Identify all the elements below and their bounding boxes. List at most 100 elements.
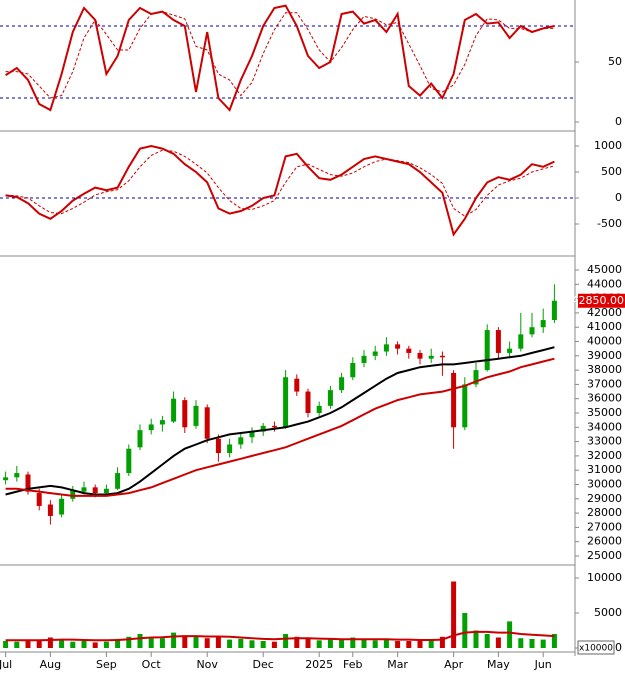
y-tick-label: 10000 <box>587 571 622 584</box>
volume-bar <box>14 641 20 649</box>
series-line <box>5 357 555 497</box>
x-tick-label: Nov <box>196 658 218 671</box>
volume-bar <box>305 638 311 649</box>
candle-body <box>372 351 378 356</box>
volume-bar <box>103 641 109 649</box>
x-tick-label: Feb <box>343 658 362 671</box>
candle-body <box>260 425 266 432</box>
candle-body <box>204 407 210 439</box>
candle-body <box>249 431 255 438</box>
volume-bar <box>148 637 154 649</box>
y-tick-label: 45000 <box>587 263 622 276</box>
candle-body <box>339 377 345 391</box>
series-line <box>5 630 555 642</box>
y-tick-label: 30000 <box>587 477 622 490</box>
volume-bar <box>383 638 389 649</box>
volume-bar <box>260 641 266 649</box>
y-tick-label: 44000 <box>587 277 622 290</box>
volume-bar <box>283 634 289 649</box>
candle-body <box>36 493 42 506</box>
y-tick-label: 0 <box>615 641 622 654</box>
x-tick-label: Apr <box>444 658 464 671</box>
candle-body <box>159 420 165 425</box>
candle-body <box>115 473 121 489</box>
y-tick-label: 36000 <box>587 392 622 405</box>
unit-box <box>577 640 615 655</box>
y-tick-label: 40000 <box>587 335 622 348</box>
candle-body <box>25 474 31 492</box>
volume-bar <box>484 634 490 649</box>
y-tick-label: 26000 <box>587 535 622 548</box>
y-tick-label: 28000 <box>587 506 622 519</box>
candle-body <box>171 398 177 422</box>
volume-bar <box>137 634 143 649</box>
candle-body <box>305 391 311 414</box>
candle-body <box>462 384 468 428</box>
volume-bar <box>159 638 165 649</box>
candle-body <box>283 377 289 428</box>
volume-bar <box>462 613 468 649</box>
candle-body <box>137 430 143 448</box>
volume-bar <box>271 641 277 649</box>
y-tick-label: 42000 <box>587 306 622 319</box>
candle-body <box>316 405 322 414</box>
volume-bar <box>417 639 423 649</box>
volume-bar <box>47 637 53 649</box>
candle-body <box>350 362 356 378</box>
candle-body <box>540 320 546 328</box>
candle-body <box>59 498 65 515</box>
series-line <box>5 11 555 99</box>
volume-bar <box>115 638 121 649</box>
volume-bar <box>529 638 535 649</box>
volume-bar <box>406 641 412 649</box>
y-tick-label: 34000 <box>587 420 622 433</box>
y-tick-label: 29000 <box>587 492 622 505</box>
volume-bar <box>339 638 345 649</box>
volume-bar <box>540 639 546 649</box>
y-tick-label: 41000 <box>587 320 622 333</box>
y-tick-label: 37000 <box>587 377 622 390</box>
volume-bar <box>25 639 31 649</box>
y-tick-label: 35000 <box>587 406 622 419</box>
y-tick-label: 5000 <box>594 606 622 619</box>
x-tick-label: Oct <box>142 658 162 671</box>
last-price-label: 42850.00 <box>572 294 625 307</box>
candle-body <box>439 355 445 358</box>
y-tick-label: 31000 <box>587 463 622 476</box>
y-tick-label: 0 <box>615 115 622 128</box>
candle-body <box>551 300 557 321</box>
y-tick-label: 32000 <box>587 449 622 462</box>
volume-bar <box>316 640 322 649</box>
volume-bar <box>204 638 210 649</box>
volume-bar <box>3 641 9 649</box>
x-tick-label: Aug <box>40 658 61 671</box>
candle-body <box>14 473 20 478</box>
volume-bar <box>92 642 98 649</box>
volume-bar <box>171 632 177 649</box>
x-tick-label: Mar <box>387 658 408 671</box>
candle-body <box>383 344 389 352</box>
candle-body <box>361 355 367 363</box>
volume-bar <box>238 638 244 649</box>
volume-bar <box>182 635 188 649</box>
candle-body <box>238 437 244 445</box>
candle-body <box>529 327 535 335</box>
candle-body <box>395 344 401 349</box>
volume-bar <box>507 621 513 649</box>
y-tick-label: 0 <box>615 191 622 204</box>
candle-body <box>428 355 434 359</box>
candle-body <box>495 330 501 353</box>
volume-bar <box>372 640 378 649</box>
volume-bar <box>361 639 367 649</box>
x-tick-label: 2025 <box>305 658 333 671</box>
candle-body <box>215 438 221 454</box>
candle-body <box>417 352 423 359</box>
candle-body <box>81 487 87 492</box>
y-tick-label: 25000 <box>587 549 622 562</box>
volume-bar <box>495 637 501 649</box>
x-tick-label: May <box>487 658 510 671</box>
series-line <box>5 149 555 217</box>
candle-body <box>518 334 524 349</box>
y-tick-label: 1000 <box>594 139 622 152</box>
